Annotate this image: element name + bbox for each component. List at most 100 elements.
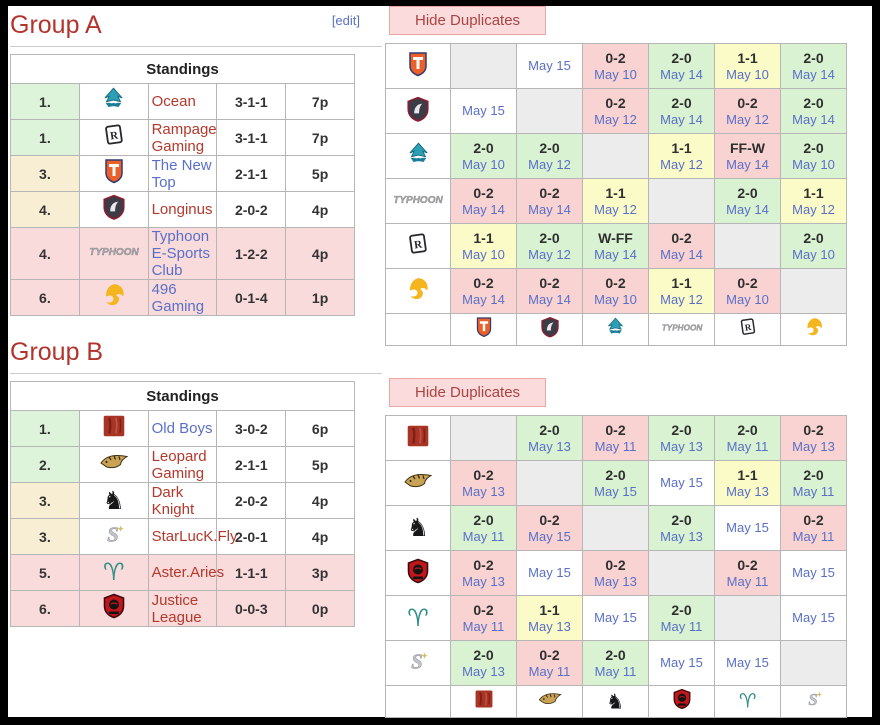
rampage-gaming-logo-icon[interactable]: R [406, 231, 430, 257]
match-date-link[interactable]: May 10 [726, 66, 769, 82]
match-date-link[interactable]: May 14 [660, 111, 703, 127]
team-link[interactable]: 496 Gaming [151, 280, 205, 315]
match-date-link[interactable]: May 15 [660, 475, 703, 490]
match-date-link[interactable]: May 11 [726, 438, 769, 454]
longinus-logo-icon[interactable] [405, 96, 431, 122]
496-gaming-logo-icon[interactable] [803, 316, 824, 337]
typhoon-e-sports-club-logo-icon[interactable]: TYPHOON [392, 192, 444, 205]
match-date-link[interactable]: May 15 [726, 520, 769, 535]
match-date-link[interactable]: May 10 [792, 156, 835, 172]
match-date-link[interactable]: May 10 [726, 291, 769, 307]
match-date-link[interactable]: May 13 [792, 438, 835, 454]
typhoon-e-sports-club-logo-icon[interactable]: TYPHOON [660, 321, 703, 332]
dark-knight-logo-icon[interactable]: ♞ [606, 689, 625, 713]
team-link[interactable]: The New Top [151, 156, 212, 191]
old-boys-logo-icon[interactable] [101, 413, 127, 439]
match-date-link[interactable]: May 15 [528, 528, 571, 544]
match-date-link[interactable]: May 10 [462, 156, 505, 172]
justice-league-logo-icon[interactable] [672, 688, 692, 710]
dark-knight-logo-icon[interactable]: ♞ [102, 485, 125, 515]
aster-aries-logo-icon[interactable]: ♈ [102, 558, 125, 586]
match-date-link[interactable]: May 11 [528, 663, 571, 679]
match-date-link[interactable]: May 15 [594, 610, 637, 625]
match-date-link[interactable]: May 13 [462, 573, 505, 589]
justice-league-logo-icon[interactable] [406, 558, 430, 584]
aster-aries-logo-icon[interactable]: ♈ [407, 603, 429, 632]
match-date-link[interactable]: May 11 [594, 663, 637, 679]
team-link[interactable]: Ocean [151, 93, 196, 110]
match-date-link[interactable]: May 11 [726, 573, 769, 589]
match-date-link[interactable]: May 15 [792, 610, 835, 625]
starluck-fly-logo-icon[interactable]: S [405, 648, 431, 674]
match-date-link[interactable]: May 10 [462, 246, 505, 262]
match-date-link[interactable]: May 10 [594, 291, 637, 307]
team-link[interactable]: Longinus [151, 201, 213, 218]
starluck-fly-logo-icon[interactable]: S [803, 688, 824, 709]
match-date-link[interactable]: May 12 [528, 156, 571, 172]
match-date-link[interactable]: May 13 [528, 618, 571, 634]
longinus-logo-icon[interactable] [539, 316, 560, 338]
match-date-link[interactable]: May 15 [726, 655, 769, 670]
team-link[interactable]: Rampage Gaming [151, 120, 217, 155]
team-link[interactable]: Leopard Gaming [151, 447, 207, 482]
match-date-link[interactable]: May 15 [528, 58, 571, 73]
team-link[interactable]: Old Boys [151, 420, 213, 437]
ocean-logo-icon[interactable] [100, 86, 127, 112]
match-date-link[interactable]: May 15 [660, 655, 703, 670]
match-date-link[interactable]: May 11 [462, 528, 505, 544]
match-date-link[interactable]: May 15 [528, 565, 571, 580]
match-date-link[interactable]: May 14 [462, 291, 505, 307]
leopard-gaming-logo-icon[interactable] [99, 452, 129, 472]
match-date-link[interactable]: May 12 [528, 246, 571, 262]
match-date-link[interactable]: May 12 [660, 291, 703, 307]
match-date-link[interactable]: May 12 [792, 201, 835, 217]
match-date-link[interactable]: May 14 [726, 156, 769, 172]
match-date-link[interactable]: May 14 [792, 111, 835, 127]
match-date-link[interactable]: May 11 [462, 618, 505, 634]
leopard-gaming-logo-icon[interactable] [403, 471, 433, 491]
match-date-link[interactable]: May 11 [792, 528, 835, 544]
the-new-top-logo-icon[interactable] [406, 51, 430, 77]
match-date-link[interactable]: May 12 [726, 111, 769, 127]
match-date-link[interactable]: May 10 [792, 246, 835, 262]
match-date-link[interactable]: May 15 [594, 483, 637, 499]
match-date-link[interactable]: May 11 [594, 438, 637, 454]
match-date-link[interactable]: May 15 [462, 103, 505, 118]
match-date-link[interactable]: May 13 [660, 528, 703, 544]
team-link[interactable]: Justice League [151, 591, 202, 626]
match-date-link[interactable]: May 13 [726, 483, 769, 499]
match-date-link[interactable]: May 14 [726, 201, 769, 217]
the-new-top-logo-icon[interactable] [102, 158, 126, 184]
hide-duplicates-button[interactable]: Hide Duplicates [389, 6, 547, 35]
edit-link[interactable]: [edit] [331, 13, 360, 28]
match-date-link[interactable]: May 14 [462, 201, 505, 217]
longinus-logo-icon[interactable] [101, 194, 127, 220]
match-date-link[interactable]: May 14 [792, 66, 835, 82]
rampage-gaming-logo-icon[interactable]: R [102, 122, 126, 148]
justice-league-logo-icon[interactable] [102, 593, 126, 619]
match-date-link[interactable]: May 13 [594, 573, 637, 589]
match-date-link[interactable]: May 13 [528, 438, 571, 454]
496-gaming-logo-icon[interactable] [405, 276, 431, 302]
match-date-link[interactable]: May 14 [660, 66, 703, 82]
match-date-link[interactable]: May 14 [528, 201, 571, 217]
dark-knight-logo-icon[interactable]: ♞ [406, 513, 430, 542]
match-date-link[interactable]: May 11 [660, 618, 703, 634]
old-boys-logo-icon[interactable] [405, 423, 431, 449]
the-new-top-logo-icon[interactable] [474, 316, 494, 338]
match-date-link[interactable]: May 15 [792, 565, 835, 580]
match-date-link[interactable]: May 12 [594, 111, 637, 127]
leopard-gaming-logo-icon[interactable] [537, 691, 562, 707]
starluck-fly-logo-icon[interactable]: S [101, 521, 127, 547]
496-gaming-logo-icon[interactable] [101, 282, 127, 308]
aster-aries-logo-icon[interactable]: ♈ [738, 689, 757, 713]
match-date-link[interactable]: May 13 [462, 483, 505, 499]
team-link[interactable]: StarLucK.Fly [151, 528, 238, 545]
ocean-logo-icon[interactable] [405, 141, 432, 167]
team-link[interactable]: Typhoon E-Sports Club [151, 228, 210, 279]
old-boys-logo-icon[interactable] [473, 688, 494, 709]
team-link[interactable]: Dark Knight [151, 483, 195, 518]
match-date-link[interactable]: May 12 [594, 201, 637, 217]
match-date-link[interactable]: May 11 [792, 483, 835, 499]
team-link[interactable]: Aster.Aries [151, 564, 225, 581]
